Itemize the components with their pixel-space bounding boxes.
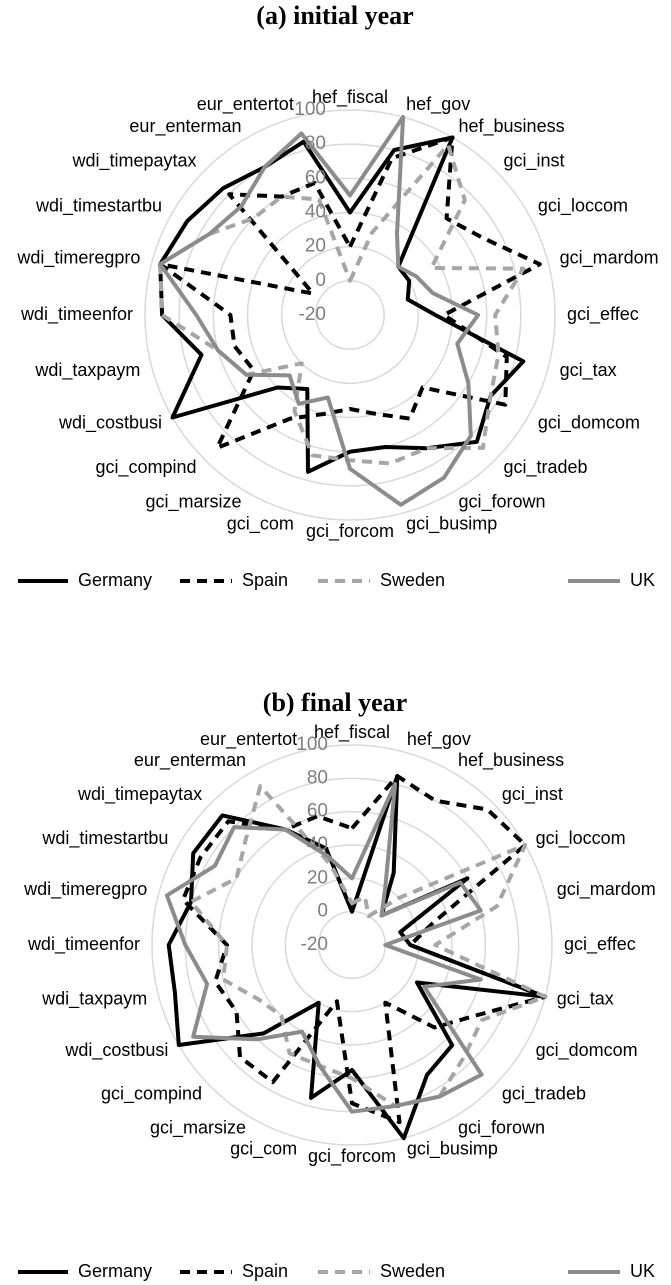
category-label: eur_entertot xyxy=(197,94,294,115)
legend-label: Germany xyxy=(78,570,152,590)
category-label: gci_forcom xyxy=(306,521,394,542)
category-label: gci_tradeb xyxy=(503,457,587,478)
y-tick-label: 40 xyxy=(305,202,326,223)
category-label: hef_business xyxy=(458,750,564,771)
series-line xyxy=(164,782,484,1114)
category-label: gci_busimp xyxy=(406,513,497,534)
series-line xyxy=(158,115,481,507)
category-label: gci_forown xyxy=(459,492,546,513)
chart-title: (a) initial year xyxy=(256,1,413,30)
series-line xyxy=(158,135,542,450)
category-label: wdi_timepaytax xyxy=(77,784,202,805)
series-line xyxy=(189,784,548,1108)
legend-label: Spain xyxy=(242,1261,288,1281)
category-label: gci_busimp xyxy=(407,1139,498,1160)
category-label: gci_forcom xyxy=(308,1146,396,1167)
grid-circle xyxy=(317,910,387,980)
legend-label: Germany xyxy=(78,1261,152,1281)
y-tick-label: 80 xyxy=(307,767,328,788)
grid-circle xyxy=(178,143,522,487)
legend-label: UK xyxy=(630,570,655,590)
category-label: gci_com xyxy=(227,513,294,534)
y-tick-label: -20 xyxy=(301,934,328,955)
category-label: wdi_timeenfor xyxy=(27,934,140,955)
category-label: hef_gov xyxy=(407,729,471,750)
category-label: wdi_taxpaym xyxy=(34,360,140,381)
category-label: wdi_timeregpro xyxy=(23,879,147,900)
category-label: gci_com xyxy=(230,1139,297,1160)
category-label: gci_inst xyxy=(502,784,563,805)
category-label: eur_entertot xyxy=(200,729,297,750)
category-label: gci_mardom xyxy=(560,248,659,269)
y-tick-label: 0 xyxy=(317,901,328,922)
y-tick-label: 20 xyxy=(307,867,328,888)
legend-label: Sweden xyxy=(380,1261,445,1281)
category-label: gci_tax xyxy=(560,360,617,381)
grid-circle xyxy=(315,280,385,350)
category-label: eur_enterman xyxy=(129,116,241,137)
category-label: gci_inst xyxy=(503,150,564,171)
category-label: wdi_timeregpro xyxy=(16,248,140,269)
category-label: gci_domcom xyxy=(536,1040,638,1061)
grid-circle xyxy=(251,844,453,1046)
y-tick-label: 0 xyxy=(315,270,326,291)
category-label: gci_domcom xyxy=(538,412,640,433)
y-tick-label: 100 xyxy=(296,734,328,755)
category-label: hef_fiscal xyxy=(314,722,390,743)
y-tick-label: 20 xyxy=(305,236,326,257)
category-label: gci_mardom xyxy=(557,879,656,900)
legend-label: Spain xyxy=(242,570,288,590)
series-line xyxy=(158,135,526,474)
category-label: gci_compind xyxy=(95,457,196,478)
category-label: hef_gov xyxy=(406,94,470,115)
category-label: wdi_timestartbu xyxy=(41,828,168,849)
y-tick-label: -20 xyxy=(299,304,326,325)
category-label: gci_effec xyxy=(564,934,636,955)
series-line xyxy=(166,774,548,1141)
y-tick-label: 100 xyxy=(294,99,326,120)
series-line xyxy=(158,142,526,466)
chart-title: (b) final year xyxy=(263,688,407,717)
category-label: hef_fiscal xyxy=(312,87,388,108)
grid-circle xyxy=(144,109,556,521)
category-label: gci_tax xyxy=(557,989,614,1010)
y-tick-label: 60 xyxy=(305,167,326,188)
category-label: gci_marsize xyxy=(145,492,241,513)
category-label: gci_compind xyxy=(101,1084,202,1105)
category-label: gci_marsize xyxy=(150,1117,246,1138)
y-tick-label: 80 xyxy=(305,133,326,154)
category-label: wdi_timestartbu xyxy=(35,195,162,216)
legend-label: UK xyxy=(630,1261,655,1281)
category-label: wdi_costbusi xyxy=(64,1040,168,1061)
category-label: gci_effec xyxy=(567,304,639,325)
category-label: wdi_costbusi xyxy=(58,412,162,433)
series-line xyxy=(181,774,548,1125)
y-tick-label: 60 xyxy=(307,801,328,822)
legend-label: Sweden xyxy=(380,570,445,590)
category-label: gci_loccom xyxy=(538,195,628,216)
category-label: wdi_timepaytax xyxy=(71,150,196,171)
category-label: eur_enterman xyxy=(134,750,246,771)
grid-circle xyxy=(151,744,553,1146)
category-label: gci_forown xyxy=(458,1117,545,1138)
y-tick-label: 40 xyxy=(307,834,328,855)
category-label: hef_business xyxy=(459,116,565,137)
category-label: wdi_taxpaym xyxy=(41,989,147,1010)
category-label: gci_tradeb xyxy=(502,1084,586,1105)
category-label: wdi_timeenfor xyxy=(20,304,133,325)
category-label: gci_loccom xyxy=(536,828,626,849)
